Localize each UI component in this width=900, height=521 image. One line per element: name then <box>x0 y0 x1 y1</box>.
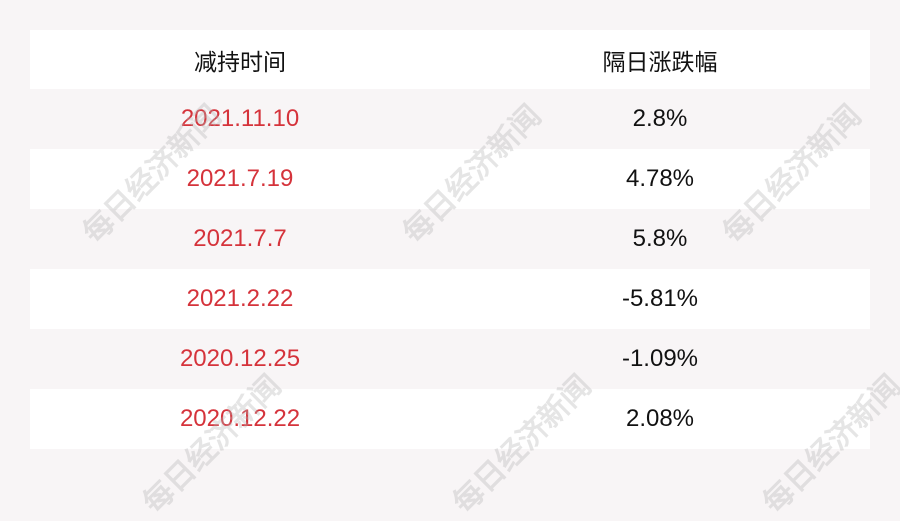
date-cell: 2021.11.10 <box>180 105 300 132</box>
date-cell: 2021.7.19 <box>186 165 294 192</box>
data-table: 减持时间 隔日涨跌幅 2021.11.10 2.8% 2021.7.19 4.78% 2… <box>30 30 870 449</box>
table-row: 2021.2.22 -5.81% <box>30 269 870 329</box>
change-cell: -1.09% <box>621 345 699 372</box>
change-cell: 2.08% <box>625 405 695 432</box>
table-row: 2020.12.25 -1.09% <box>30 329 870 389</box>
date-cell: 2020.12.22 <box>179 405 301 432</box>
date-cell: 2021.2.22 <box>186 285 294 312</box>
table-row: 2021.7.7 5.8% <box>30 209 870 269</box>
header-change: 隔日涨跌幅 <box>602 49 718 76</box>
change-cell: 5.8% <box>632 225 688 252</box>
table-row: 2020.12.22 2.08% <box>30 389 870 449</box>
change-cell: 4.78% <box>625 165 695 192</box>
change-cell: -5.81% <box>621 285 699 312</box>
date-cell: 2020.12.25 <box>179 345 301 372</box>
change-cell: 2.8% <box>632 105 688 132</box>
date-cell: 2021.7.7 <box>193 225 287 252</box>
header-date: 减持时间 <box>194 49 286 76</box>
table-row: 2021.11.10 2.8% <box>30 89 870 149</box>
table-row: 2021.7.19 4.78% <box>30 149 870 209</box>
table-header: 减持时间 隔日涨跌幅 <box>30 30 870 89</box>
